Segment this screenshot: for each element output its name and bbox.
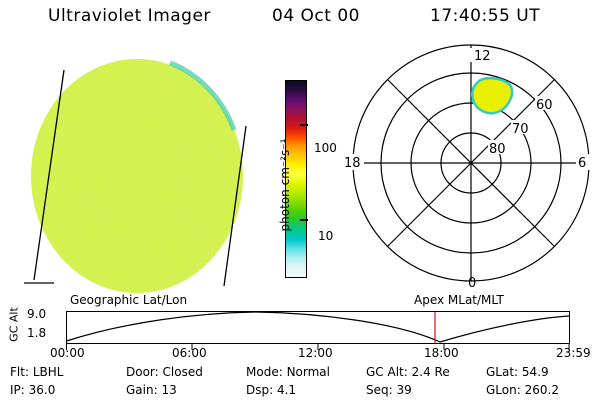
info-dsp-value: 4.1 bbox=[276, 383, 297, 397]
timeline-y-label: GC Alt bbox=[7, 307, 21, 342]
colorbar-tick-100: 100 bbox=[314, 141, 337, 155]
info-ip-value: 36.0 bbox=[28, 383, 56, 397]
timeline-y-tick-9: 9.0 bbox=[27, 307, 47, 321]
colorbar-tick-10: 10 bbox=[318, 229, 334, 243]
uv-disk-texture bbox=[31, 59, 243, 293]
polar-plot: 12 18 6 0 60 70 80 bbox=[342, 44, 590, 290]
info-seq: Seq: 39 bbox=[366, 383, 412, 397]
info-glon-value: 260.2 bbox=[524, 383, 559, 397]
x-tick-label-4: 23:59 bbox=[556, 346, 591, 360]
terminator-line-right bbox=[223, 125, 247, 287]
hour-label-0: 0 bbox=[468, 276, 476, 290]
uv-image-panel bbox=[24, 59, 247, 293]
timeline-right-caption: Apex MLat/MLT bbox=[414, 293, 504, 307]
auroral-patch bbox=[470, 76, 514, 115]
info-door: Door: Closed bbox=[126, 365, 203, 379]
polar-diagonal-2 bbox=[387, 79, 555, 247]
hour-label-12: 12 bbox=[474, 49, 491, 64]
hour-label-6: 6 bbox=[578, 156, 586, 171]
lat-label-80: 80 bbox=[489, 142, 506, 157]
info-gc-alt: GC Alt: 2.4 Re bbox=[366, 365, 450, 379]
x-tick-label-1: 06:00 bbox=[172, 346, 207, 360]
info-gain-value: 13 bbox=[161, 383, 177, 397]
date-label: 04 Oct 00 bbox=[272, 6, 360, 26]
info-glon: GLon: 260.2 bbox=[486, 383, 559, 397]
info-filter: Flt: LBHL bbox=[10, 365, 64, 379]
instrument-title: Ultraviolet Imager bbox=[48, 6, 211, 26]
info-door-value: Closed bbox=[162, 365, 203, 379]
info-mode: Mode: Normal bbox=[246, 365, 330, 379]
info-glat-value: 54.9 bbox=[521, 365, 549, 379]
info-glat: GLat: 54.9 bbox=[486, 365, 549, 379]
hour-label-18: 18 bbox=[344, 156, 361, 171]
lat-label-60: 60 bbox=[536, 98, 553, 113]
x-tick-label-2: 12:00 bbox=[298, 346, 333, 360]
info-dsp: Dsp: 4.1 bbox=[246, 383, 297, 397]
info-gc-alt-value: 2.4 Re bbox=[411, 365, 450, 379]
colorbar-tick-mark-100 bbox=[300, 124, 308, 126]
info-seq-value: 39 bbox=[396, 383, 412, 397]
timeline-plot bbox=[66, 311, 570, 350]
info-gain: Gain: 13 bbox=[126, 383, 177, 397]
colorbar-unit-label: photon cm⁻²s⁻¹ bbox=[278, 138, 292, 232]
info-filter-value: LBHL bbox=[32, 365, 64, 379]
colorbar bbox=[285, 80, 307, 278]
x-tick-label-0: 00:00 bbox=[50, 346, 85, 360]
timeline-y-tick-1.8: 1.8 bbox=[27, 326, 47, 340]
lat-label-70: 70 bbox=[512, 122, 529, 137]
time-label: 17:40:55 UT bbox=[430, 6, 541, 26]
timeline-left-caption: Geographic Lat/Lon bbox=[70, 293, 188, 307]
info-ip: IP: 36.0 bbox=[10, 383, 56, 397]
altitude-curve bbox=[66, 311, 570, 343]
colorbar-tick-mark-10 bbox=[300, 219, 308, 221]
x-tick-label-3: 18:00 bbox=[424, 346, 459, 360]
terminator-line-left bbox=[33, 69, 65, 281]
uv-disk-limb bbox=[169, 60, 237, 131]
info-mode-value: Normal bbox=[286, 365, 330, 379]
